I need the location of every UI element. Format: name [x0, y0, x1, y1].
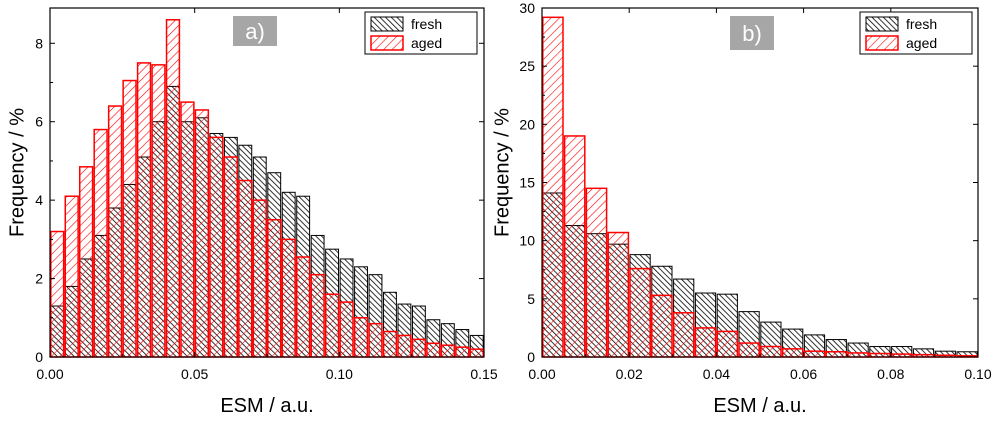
- bar-aged: [629, 267, 651, 358]
- legend-label-aged: aged: [411, 35, 442, 51]
- bar-aged: [339, 301, 354, 358]
- x-tick-label: 0.06: [790, 366, 817, 382]
- y-tick-label: 0: [527, 349, 535, 365]
- bar-aged: [78, 166, 94, 358]
- y-tick-label: 2: [35, 271, 43, 287]
- bar-aged: [353, 317, 369, 358]
- y-tick-label: 0: [35, 349, 43, 365]
- bar-aged: [426, 342, 441, 358]
- legend-swatch-aged: [370, 35, 404, 51]
- bar-aged: [440, 344, 456, 358]
- y-tick-label: 30: [519, 0, 535, 16]
- y-axis-title: Frequency / %: [6, 108, 28, 237]
- bar-aged: [122, 79, 137, 358]
- y-tick-label: 5: [527, 291, 535, 307]
- bar-aged: [781, 348, 804, 358]
- bar-aged: [252, 199, 267, 358]
- bar-aged: [281, 238, 296, 358]
- bar-aged: [64, 195, 79, 358]
- bar-aged: [165, 19, 181, 358]
- x-tick-label: 0.10: [326, 366, 353, 382]
- bar-aged: [107, 105, 123, 358]
- bar-aged: [382, 330, 398, 358]
- x-tick-label: 0.05: [181, 366, 208, 382]
- bar-aged: [310, 273, 325, 358]
- bar-aged: [93, 128, 108, 358]
- legend-swatch-fresh: [370, 16, 404, 32]
- bar-aged: [847, 352, 869, 358]
- y-tick-label: 4: [35, 192, 43, 208]
- bar-aged: [651, 294, 673, 358]
- bar-aged: [324, 293, 340, 358]
- panel-label-bg: [730, 16, 774, 50]
- bar-aged: [760, 345, 782, 358]
- y-axis-title: Frequency / %: [491, 108, 513, 237]
- legend-label-aged: aged: [906, 35, 937, 51]
- bar-aged: [607, 231, 630, 358]
- y-tick-label: 8: [35, 35, 43, 51]
- bar-aged: [397, 334, 412, 358]
- panel-label: a): [245, 19, 265, 44]
- bar-aged: [223, 156, 239, 358]
- bar-aged: [672, 312, 695, 358]
- bar-aged: [194, 109, 210, 358]
- x-tick-label: 0.00: [36, 366, 63, 382]
- bar-aged: [368, 322, 383, 358]
- bar-aged: [803, 350, 826, 358]
- panel-a: 0.00 0.05 0.10 0.15 0 2 4 6 8 ESM / a.u. Frequency…: [6, 7, 498, 417]
- x-tick-label: 0.00: [528, 366, 555, 382]
- panel-label-bg: [233, 16, 277, 46]
- panel-label: b): [742, 21, 762, 46]
- bar-aged: [267, 219, 282, 358]
- y-tick-label: 25: [519, 58, 535, 74]
- y-tick-label: 10: [519, 233, 535, 249]
- plot-frame: [541, 7, 979, 358]
- x-tick-label: 0.02: [616, 366, 643, 382]
- bar-aged: [295, 256, 311, 358]
- legend-swatch-fresh: [865, 16, 899, 32]
- bar-aged: [209, 136, 224, 358]
- bar-aged: [455, 346, 470, 358]
- bar-aged: [136, 62, 152, 358]
- bar-aged: [50, 230, 65, 358]
- legend-label-fresh: fresh: [906, 16, 937, 32]
- bar-aged: [825, 351, 848, 358]
- bar-aged: [411, 338, 427, 358]
- legend-label-fresh: fresh: [411, 16, 442, 32]
- x-tick-label: 0.08: [877, 366, 904, 382]
- bar-aged: [694, 327, 717, 358]
- bar-aged: [716, 330, 739, 358]
- x-tick-label: 0.15: [470, 366, 497, 382]
- legend-swatch-aged: [865, 35, 899, 51]
- y-tick-label: 6: [35, 114, 43, 130]
- y-tick-label: 15: [519, 175, 535, 191]
- x-tick-label: 0.10: [964, 366, 991, 382]
- x-tick-label: 0.04: [703, 366, 730, 382]
- x-axis-title: ESM / a.u.: [220, 395, 313, 417]
- bar-aged: [585, 187, 608, 358]
- bar-aged: [738, 342, 760, 358]
- y-tick-label: 20: [519, 116, 535, 132]
- bar-aged: [238, 179, 253, 358]
- bar-aged: [563, 135, 586, 358]
- x-axis-title: ESM / a.u.: [713, 395, 806, 417]
- bar-aged: [469, 348, 484, 358]
- bar-aged: [542, 16, 564, 358]
- bar-aged: [180, 101, 195, 358]
- bar-aged: [151, 64, 166, 358]
- panel-b: 0.00 0.02 0.04 0.06 0.08 0.10 0 5 10 15 20 25 30 ESM …: [491, 0, 992, 417]
